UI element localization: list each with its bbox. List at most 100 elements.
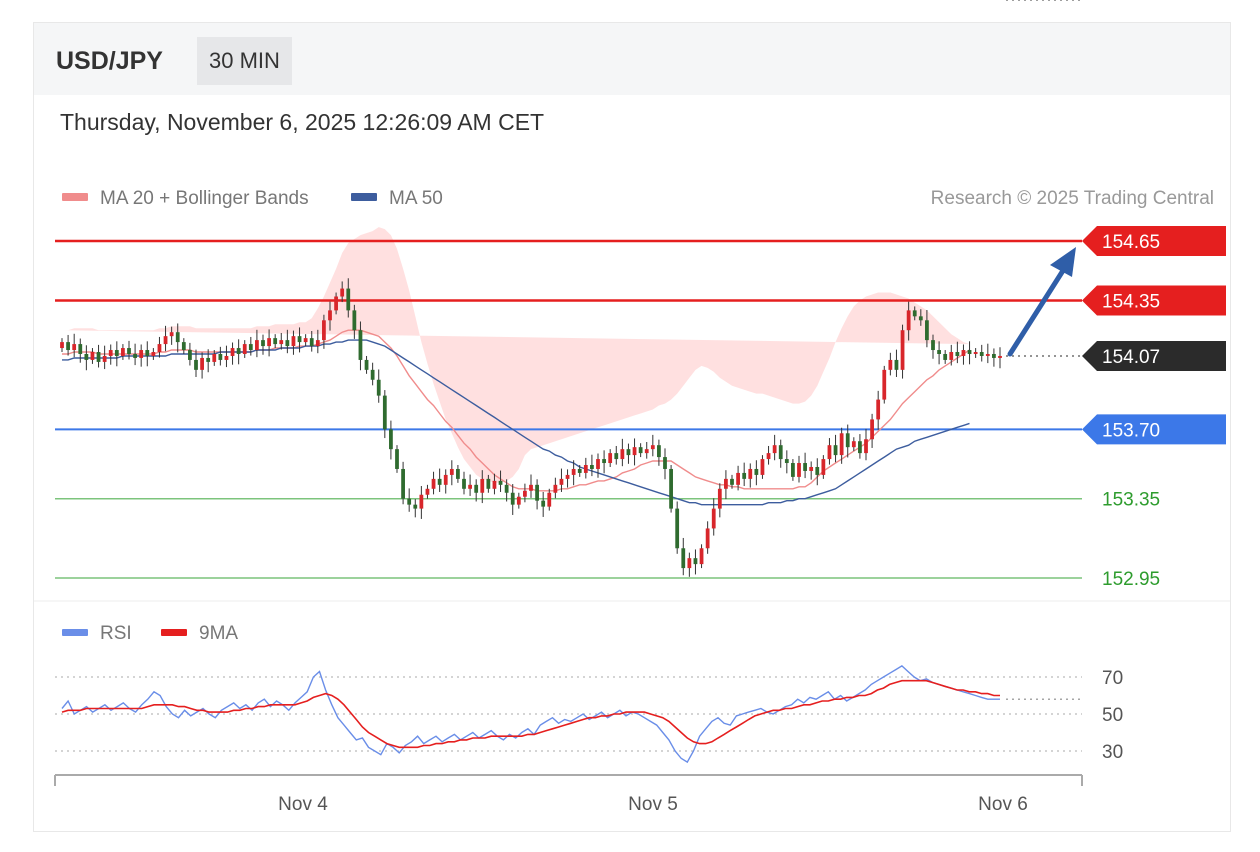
candle-body — [979, 352, 984, 356]
bollinger-band-area — [62, 227, 970, 483]
ma20-legend-label: MA 20 + Bollinger Bands — [100, 188, 309, 209]
candle-body — [127, 348, 131, 354]
candle-body — [242, 344, 247, 354]
candle-body — [559, 478, 564, 485]
candle-body — [200, 357, 204, 370]
candle-body — [474, 484, 479, 493]
candle-body — [181, 342, 186, 351]
candle-body — [462, 478, 466, 489]
chart-card: USD/JPY 30 MIN Thursday, November 6, 202… — [33, 22, 1231, 832]
candle-body — [382, 395, 387, 430]
candle-body — [376, 379, 381, 396]
candle-body — [370, 369, 375, 380]
candle-body — [565, 474, 570, 479]
candle-body — [504, 484, 509, 493]
candle-body — [72, 344, 77, 351]
candle-body — [108, 350, 113, 356]
candle-body — [498, 480, 503, 485]
candle-body — [364, 359, 369, 370]
candle-body — [60, 342, 64, 349]
candle-body — [395, 449, 399, 469]
candle-body — [638, 447, 643, 454]
candle-body — [175, 332, 180, 343]
rsi-ma-line — [61, 679, 1000, 749]
candle-body — [876, 399, 881, 420]
candle-body — [839, 433, 844, 456]
candle-body — [255, 340, 259, 351]
candle-body — [328, 310, 332, 321]
candle-body — [449, 468, 454, 475]
candle-body — [717, 488, 722, 509]
resistance-label-bg — [1082, 285, 1226, 316]
candle-body — [687, 558, 692, 569]
candle-body — [571, 468, 576, 475]
pivot-label-bg — [1082, 414, 1226, 445]
candle-body — [845, 433, 850, 448]
candle-body — [663, 457, 667, 469]
rsi-ma-legend-swatch — [161, 629, 187, 636]
candle-body — [650, 445, 655, 450]
candle-body — [151, 352, 156, 356]
candlesticks — [60, 278, 1002, 577]
x-axis: Nov 4 Nov 5 Nov 6 — [54, 774, 1083, 815]
candle-body — [949, 352, 954, 360]
candle-body — [236, 348, 241, 354]
candle-body — [742, 472, 747, 479]
candle-body — [614, 453, 619, 460]
candle-body — [937, 350, 941, 354]
candle-body — [224, 355, 229, 360]
candle-body — [78, 344, 83, 354]
candle-body — [596, 459, 600, 469]
timeframe-badge[interactable]: 30 MIN — [197, 37, 292, 85]
candle-body — [523, 490, 527, 497]
candle-body — [553, 484, 558, 493]
candle-body — [188, 350, 192, 360]
candle-body — [620, 449, 625, 460]
candle-body — [858, 441, 862, 454]
candle-body — [809, 466, 814, 471]
candle-body — [925, 320, 929, 341]
candle-body — [133, 353, 137, 358]
ma20-legend-swatch — [62, 193, 88, 201]
candle-body — [833, 445, 838, 456]
candle-body — [322, 320, 326, 341]
candle-body — [931, 340, 935, 351]
candle-body — [992, 353, 996, 358]
candle-body — [102, 355, 107, 362]
candle-body — [864, 439, 868, 454]
candle-body — [516, 496, 521, 505]
candle-body — [437, 478, 442, 485]
candle-body — [870, 419, 874, 440]
support-label: 152.95 — [1102, 569, 1160, 590]
resistance-label: 154.35 — [1102, 291, 1160, 312]
x-tick-label: Nov 6 — [978, 794, 1028, 815]
candle-body — [583, 465, 588, 473]
candle-body — [334, 296, 338, 311]
candle-body — [577, 468, 582, 473]
candle-body — [535, 484, 539, 501]
candle-body — [803, 463, 807, 471]
candle-body — [340, 288, 345, 297]
resistance-label: 154.65 — [1102, 232, 1160, 253]
x-tick-label: Nov 4 — [278, 794, 328, 815]
candle-body — [955, 352, 960, 356]
candle-body — [401, 468, 405, 499]
instrument-title: USD/JPY — [56, 47, 163, 75]
rsi-panel: 70 50 30 — [55, 665, 1123, 764]
last-price-label-bg — [1082, 340, 1226, 371]
candle-body — [139, 350, 144, 358]
candle-body — [900, 330, 905, 370]
candle-body — [163, 336, 168, 345]
bollinger-bands — [62, 227, 970, 483]
candle-body — [492, 480, 497, 489]
candle-body — [431, 478, 436, 489]
candle-body — [906, 310, 911, 331]
candle-body — [389, 429, 393, 450]
candle-body — [827, 445, 832, 460]
candle-body — [480, 478, 485, 493]
candle-body — [346, 288, 351, 311]
candle-body — [315, 340, 320, 347]
candle-body — [114, 350, 119, 356]
candle-body — [967, 350, 972, 354]
